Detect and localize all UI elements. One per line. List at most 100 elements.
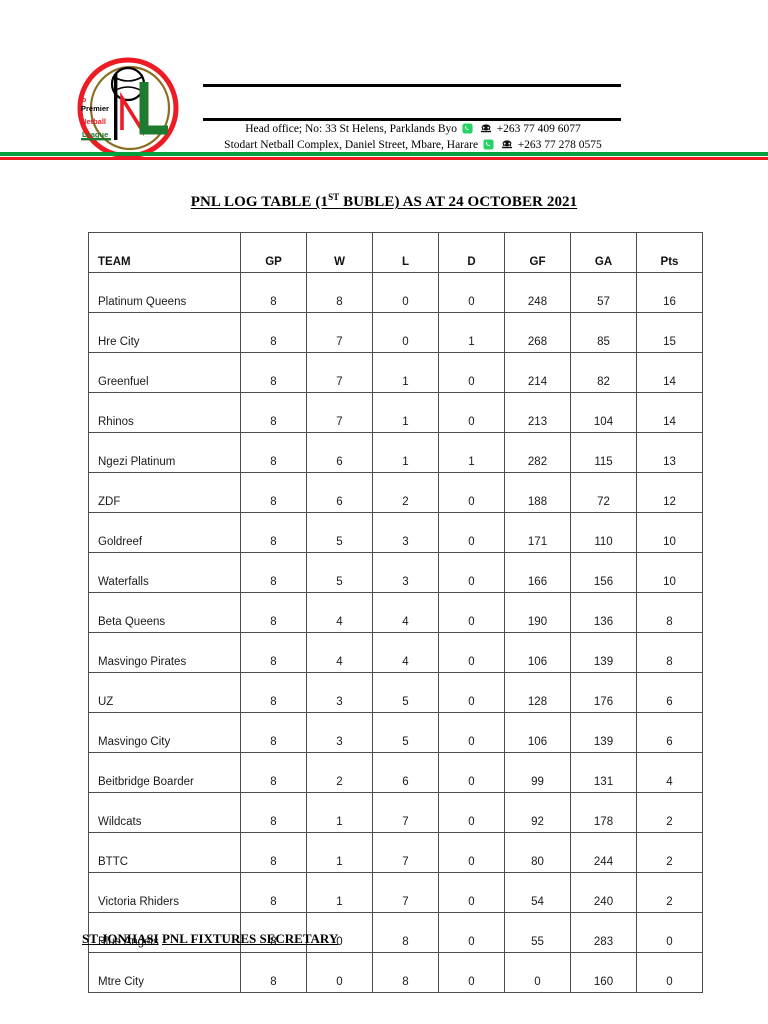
log-table: TEAM GP W L D GF GA Pts Platinum Queens 8…	[88, 232, 703, 993]
cell-gf: 80	[504, 832, 571, 873]
brand-bar-green	[0, 152, 768, 156]
cell-ga: 104	[570, 392, 637, 433]
cell-l: 4	[372, 592, 439, 633]
cell-d: 1	[438, 432, 505, 473]
cell-w: 2	[306, 752, 373, 793]
cell-gp: 8	[240, 432, 307, 473]
cell-pts: 13	[636, 432, 703, 473]
head-office-phone: +263 77 409 6077	[496, 123, 581, 135]
cell-gp: 8	[240, 912, 307, 953]
cell-team-name: Rhinos	[88, 392, 241, 433]
cell-pts: 10	[636, 512, 703, 553]
complex-phone: +263 77 278 0575	[517, 139, 602, 151]
cell-ga: 115	[570, 432, 637, 473]
cell-pts: 0	[636, 912, 703, 953]
svg-text:o: o	[82, 97, 86, 104]
cell-ga: 178	[570, 792, 637, 833]
cell-team-name: Wildcats	[88, 792, 241, 833]
cell-pts: 14	[636, 352, 703, 393]
cell-l: 5	[372, 712, 439, 753]
cell-gp: 8	[240, 672, 307, 713]
cell-pts: 4	[636, 752, 703, 793]
header-rule-bottom	[203, 118, 621, 121]
cell-w: 4	[306, 632, 373, 673]
cell-ga: 139	[570, 712, 637, 753]
cell-team-name: Goldreef	[88, 512, 241, 553]
telephone-icon	[501, 139, 513, 154]
head-office-address: Head office; No: 33 St Helens, Parklands…	[245, 123, 458, 135]
column-header-gf: GF	[504, 232, 571, 273]
table-row: ZDF 8 6 2 0 188 72 12	[88, 472, 703, 513]
signature-role-row: PNL FIXTURES SECRETARY	[162, 930, 338, 947]
cell-w: 1	[306, 832, 373, 873]
column-header-team: TEAM	[88, 232, 241, 273]
cell-gp: 8	[240, 872, 307, 913]
log-table-head: TEAM GP W L D GF GA Pts	[88, 232, 703, 273]
cell-pts: 10	[636, 552, 703, 593]
cell-pts: 8	[636, 592, 703, 633]
svg-text:League: League	[82, 130, 108, 139]
contact-line-1: Head office; No: 33 St Helens, Parklands…	[203, 122, 623, 138]
cell-d: 0	[438, 912, 505, 953]
cell-ga: 240	[570, 872, 637, 913]
title-part-after: BUBLE) AS AT 24 OCTOBER 2021	[339, 194, 578, 210]
cell-d: 0	[438, 872, 505, 913]
cell-gf: 268	[504, 312, 571, 353]
cell-w: 3	[306, 712, 373, 753]
cell-l: 0	[372, 312, 439, 353]
cell-l: 3	[372, 552, 439, 593]
cell-ga: 244	[570, 832, 637, 873]
cell-pts: 15	[636, 312, 703, 353]
cell-gp: 8	[240, 352, 307, 393]
cell-gf: 0	[504, 952, 571, 993]
table-row: Blue Angels 8 0 8 0 55 283 0	[88, 912, 703, 953]
cell-gp: 8	[240, 752, 307, 793]
table-row: Rhinos 8 7 1 0 213 104 14	[88, 392, 703, 433]
cell-l: 1	[372, 432, 439, 473]
telephone-icon	[480, 123, 492, 138]
cell-gf: 214	[504, 352, 571, 393]
header-rules	[203, 84, 621, 121]
cell-ga: 57	[570, 272, 637, 313]
cell-ga: 136	[570, 592, 637, 633]
signatory-name: ST JONHASI	[82, 931, 159, 946]
table-row: Goldreef 8 5 3 0 171 110 10	[88, 512, 703, 553]
cell-d: 0	[438, 672, 505, 713]
cell-d: 0	[438, 592, 505, 633]
cell-gf: 213	[504, 392, 571, 433]
pnl-logo-graphic: o Premier Netball League	[77, 57, 179, 159]
cell-team-name: BTTC	[88, 832, 241, 873]
cell-gp: 8	[240, 792, 307, 833]
cell-ga: 156	[570, 552, 637, 593]
cell-team-name: Beitbridge Boarder	[88, 752, 241, 793]
cell-gf: 106	[504, 632, 571, 673]
cell-l: 7	[372, 792, 439, 833]
cell-w: 1	[306, 872, 373, 913]
svg-text:Netball: Netball	[81, 117, 106, 126]
cell-ga: 85	[570, 312, 637, 353]
cell-l: 7	[372, 872, 439, 913]
table-row: Beitbridge Boarder 8 2 6 0 99 131 4	[88, 752, 703, 793]
table-row: Victoria Rhiders 8 1 7 0 54 240 2	[88, 872, 703, 913]
table-header-row: TEAM GP W L D GF GA Pts	[88, 232, 703, 273]
cell-gp: 8	[240, 272, 307, 313]
cell-gf: 99	[504, 752, 571, 793]
cell-d: 0	[438, 832, 505, 873]
cell-l: 1	[372, 352, 439, 393]
cell-gp: 8	[240, 552, 307, 593]
complex-address: Stodart Netball Complex, Daniel Street, …	[224, 139, 479, 151]
log-table-body: Platinum Queens 8 8 0 0 248 57 16 Hre City 8 7 0 1 26…	[88, 272, 703, 993]
cell-d: 0	[438, 512, 505, 553]
cell-w: 5	[306, 552, 373, 593]
cell-d: 1	[438, 312, 505, 353]
cell-gp: 8	[240, 592, 307, 633]
brand-bar-red	[0, 157, 768, 160]
table-row: Masvingo City 8 3 5 0 106 139 6	[88, 712, 703, 753]
cell-ga: 176	[570, 672, 637, 713]
cell-pts: 12	[636, 472, 703, 513]
table-row: Beta Queens 8 4 4 0 190 136 8	[88, 592, 703, 633]
cell-d: 0	[438, 792, 505, 833]
table-row: Waterfalls 8 5 3 0 166 156 10	[88, 552, 703, 593]
cell-gf: 54	[504, 872, 571, 913]
svg-text:Premier: Premier	[81, 104, 109, 113]
